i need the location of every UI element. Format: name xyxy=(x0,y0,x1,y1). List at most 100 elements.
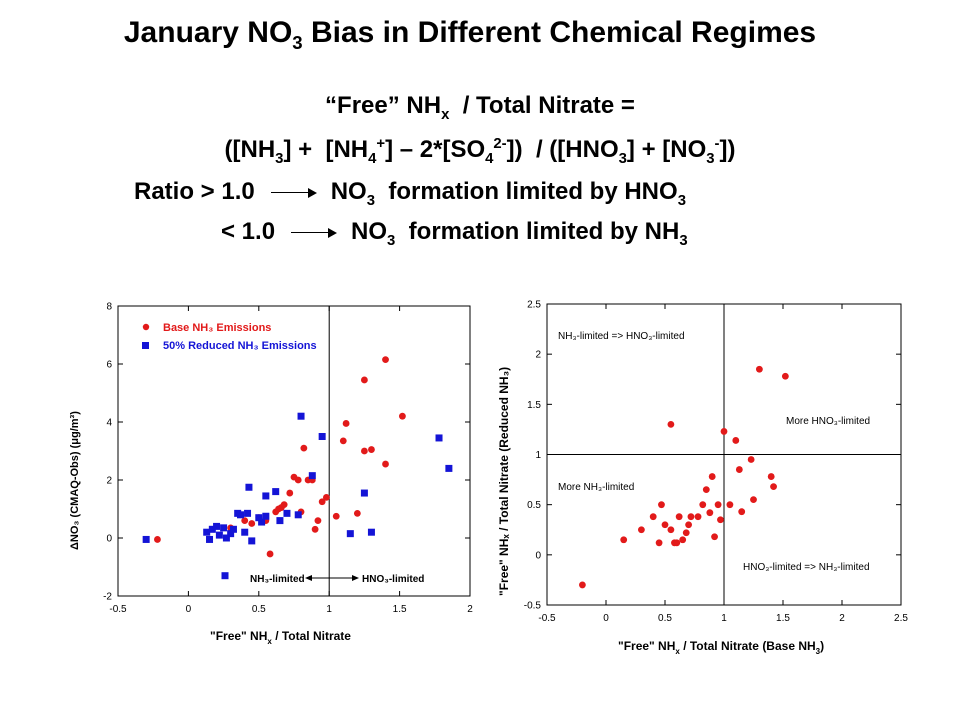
data-point-base xyxy=(756,365,763,373)
data-point-base xyxy=(342,420,350,427)
data-point-base xyxy=(714,501,722,509)
arrow-right-icon xyxy=(352,575,359,581)
formula-line-2: ([NH3] + [NH4+] – 2*[SO42-]) / ([HNO3] +… xyxy=(224,136,736,167)
legend-marker-reduced xyxy=(142,342,149,349)
data-point-base xyxy=(649,513,657,521)
data-point-reduced xyxy=(142,535,150,543)
formula-line-1: “Free” NHx / Total Nitrate = xyxy=(325,92,635,123)
x-tick-label: 1 xyxy=(721,613,727,624)
data-point-reduced xyxy=(346,530,354,538)
y-tick-label: 0 xyxy=(535,550,541,561)
legend-label-reduced: 50% Reduced NH₃ Emissions xyxy=(163,340,317,352)
data-point-reduced xyxy=(215,531,223,539)
data-point-base xyxy=(732,437,740,444)
arrow-left-icon xyxy=(305,575,312,581)
data-point-base xyxy=(361,376,368,384)
data-point-reduced xyxy=(236,511,244,519)
data-point-reduced xyxy=(262,492,270,500)
y-tick-label: 0.5 xyxy=(527,500,541,511)
x-tick-label: 0 xyxy=(186,604,192,615)
y-tick-label: 1 xyxy=(535,450,541,461)
y-axis-label: "Free" NHₓ / Total Nitrate (Reduced NH₃) xyxy=(497,367,511,596)
data-point-base xyxy=(314,517,322,524)
nh3-hno3-annotation: NH₃-limited HNO₃-limited xyxy=(250,574,424,585)
y-tick-label: 8 xyxy=(106,302,112,313)
data-point-base xyxy=(294,476,302,484)
data-point-reduced xyxy=(248,537,256,545)
x-axis-label: "Free" NHx / Total Nitrate (Base NH3) xyxy=(618,639,824,656)
data-point-base xyxy=(658,501,665,509)
data-point-reduced xyxy=(206,535,214,543)
data-point-reduced xyxy=(360,489,368,497)
data-point-base xyxy=(661,521,669,529)
data-point-reduced xyxy=(213,522,221,530)
data-point-base xyxy=(382,460,389,468)
annotation-top-left: NH₃-limited => HNO₃-limited xyxy=(558,331,685,342)
y-tick-label: 4 xyxy=(106,418,112,429)
data-point-reduced xyxy=(227,530,235,538)
data-point-base xyxy=(708,473,716,480)
data-point-base xyxy=(655,539,663,547)
legend: Base NH₃ Emissions 50% Reduced NH₃ Emiss… xyxy=(142,322,317,352)
data-point-base xyxy=(353,509,361,517)
data-point-base xyxy=(679,536,687,544)
annotation-nh3-limited: NH₃-limited xyxy=(250,574,305,585)
data-point-reduced xyxy=(308,472,316,480)
data-point-base xyxy=(717,516,724,524)
data-point-base xyxy=(382,356,389,364)
data-point-base xyxy=(286,489,294,497)
y-tick-label: 2.5 xyxy=(527,300,541,311)
data-point-reduced xyxy=(294,511,302,519)
y-tick-label: 0 xyxy=(106,534,112,545)
slide-title: January NO3 Bias in Different Chemical R… xyxy=(123,16,817,53)
y-tick-label: -0.5 xyxy=(524,601,542,612)
y-axis-label: ΔNO₃ (CMAQ-Obs) (μg/m³) xyxy=(69,411,81,550)
data-point-base xyxy=(747,456,755,463)
y-tick-label: 6 xyxy=(106,360,112,371)
data-point-reduced xyxy=(262,512,270,520)
x-tick-label: 2.5 xyxy=(894,613,908,624)
data-point-reduced xyxy=(445,464,453,472)
data-point-base xyxy=(667,526,675,534)
annotation-bottom-right: HNO₃-limited => NH₃-limited xyxy=(743,562,870,573)
data-point-reduced xyxy=(435,434,443,442)
data-point-base xyxy=(711,533,718,541)
data-point-reduced xyxy=(220,524,228,532)
data-point-reduced xyxy=(222,534,230,542)
annotation-mid-right: More HNO₃-limited xyxy=(786,416,870,427)
right-arrow-icon xyxy=(270,187,317,198)
data-point-base xyxy=(706,509,714,517)
data-point-base xyxy=(767,473,775,480)
data-point-base xyxy=(750,496,757,504)
x-tick-label: 1.5 xyxy=(776,613,790,624)
data-point-reduced xyxy=(245,483,253,491)
plot-frame xyxy=(117,305,471,597)
data-point-reduced xyxy=(283,509,291,517)
data-point-base xyxy=(694,513,702,521)
y-tick-label: 2 xyxy=(535,350,541,361)
data-point-base xyxy=(638,526,645,534)
data-point-base xyxy=(332,512,340,520)
data-point-base xyxy=(318,498,326,506)
data-point-base xyxy=(248,520,256,527)
data-point-base xyxy=(300,444,308,452)
data-point-base xyxy=(154,536,161,543)
data-point-base xyxy=(280,501,288,509)
data-point-base xyxy=(673,539,681,547)
x-axis-label: "Free" NHx / Total Nitrate xyxy=(210,629,351,646)
data-point-base xyxy=(339,437,347,445)
left-scatter-chart: -0.5 0 0.5 1 1.5 2 -2 0 2 4 6 8 Base NH₃ Emissions … xyxy=(69,302,473,647)
x-tick-label: 0 xyxy=(603,613,609,624)
data-point-base xyxy=(667,421,675,428)
data-point-base xyxy=(726,501,734,509)
right-arrow-icon xyxy=(291,227,338,238)
data-point-base xyxy=(702,486,710,494)
data-point-base xyxy=(361,447,368,455)
legend-marker-base xyxy=(142,323,150,331)
x-tick-label: 1 xyxy=(326,604,332,615)
y-tick-label: 1.5 xyxy=(527,400,541,411)
x-tick-label: -0.5 xyxy=(109,604,127,615)
data-point-reduced xyxy=(318,433,326,440)
data-point-base xyxy=(687,513,695,521)
data-point-reduced xyxy=(276,517,284,525)
